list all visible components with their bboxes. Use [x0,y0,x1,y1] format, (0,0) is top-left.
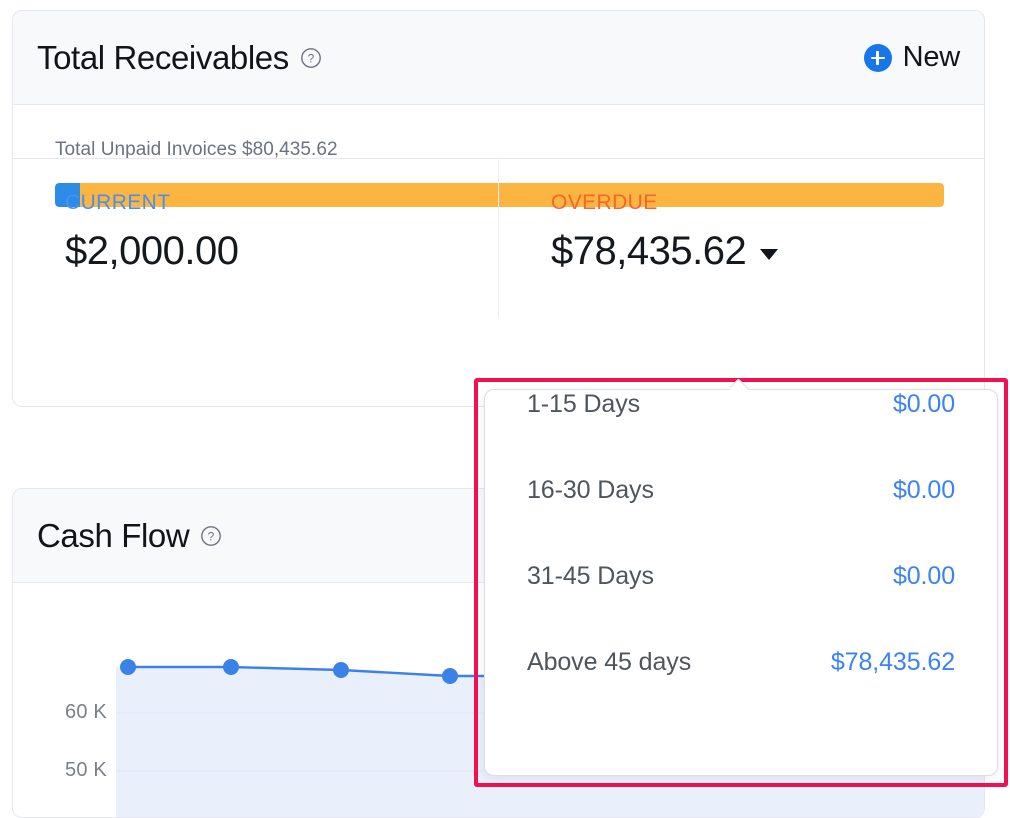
total-unpaid-row: Total Unpaid Invoices $80,435.62 [13,105,984,161]
cash-flow-title: Cash Flow [37,517,190,554]
receivables-card-header: Total Receivables ? New [13,11,984,105]
question-circle-icon[interactable]: ? [200,525,222,547]
aging-row-amount: $0.00 [892,562,955,590]
aging-row-label: 1-15 Days [527,390,641,418]
aging-row-amount: $0.00 [892,476,955,504]
plus-circle-icon [863,43,892,72]
stat-overdue-label: OVERDUE [551,191,658,214]
stat-overdue: OVERDUE $78,435.62 [498,159,984,318]
aging-row-label: 16-30 Days [527,476,654,504]
svg-text:?: ? [308,51,315,65]
chevron-down-icon[interactable] [760,248,779,260]
progress-segment-current [55,183,80,207]
unpaid-progress-bar [55,183,944,207]
add-new-button-label: New [902,41,961,73]
stat-current-label: CURRENT [65,191,171,214]
aging-row[interactable]: Above 45 days $78,435.62 [527,648,955,734]
stat-current-value-wrap: $2,000.00 [65,229,498,273]
total-receivables-card: Total Receivables ? New Total Unpaid Inv… [12,10,985,407]
y-axis-tick-label: 50 K [65,759,107,781]
stat-overdue-value-wrap[interactable]: $78,435.62 [551,229,984,273]
aging-row[interactable]: 16-30 Days $0.00 [527,476,955,562]
add-new-button[interactable]: New [863,41,961,74]
page-title: Total Receivables [37,39,289,76]
svg-text:?: ? [208,529,215,543]
popover-arrow [730,379,752,390]
receivables-stats-row: CURRENT $2,000.00 OVERDUE $78,435.62 [13,158,984,318]
stat-current-value: $2,000.00 [65,229,239,273]
aging-row-label: 31-45 Days [527,562,654,590]
aging-row[interactable]: 31-45 Days $0.00 [527,562,955,648]
aging-row[interactable]: 1-15 Days $0.00 [527,390,955,476]
total-unpaid-label: Total Unpaid Invoices $80,435.62 [55,139,338,160]
question-circle-icon[interactable]: ? [300,47,322,69]
stat-current: CURRENT $2,000.00 [13,159,498,318]
aging-row-label: Above 45 days [527,648,692,676]
stat-overdue-value: $78,435.62 [551,229,747,273]
y-axis-tick-label: 60 K [65,701,107,723]
progress-segment-overdue [80,183,944,207]
aging-row-amount: $0.00 [892,390,955,418]
aging-row-amount: $78,435.62 [830,648,955,676]
overdue-aging-popover: 1-15 Days $0.00 16-30 Days $0.00 31-45 D… [484,389,998,776]
